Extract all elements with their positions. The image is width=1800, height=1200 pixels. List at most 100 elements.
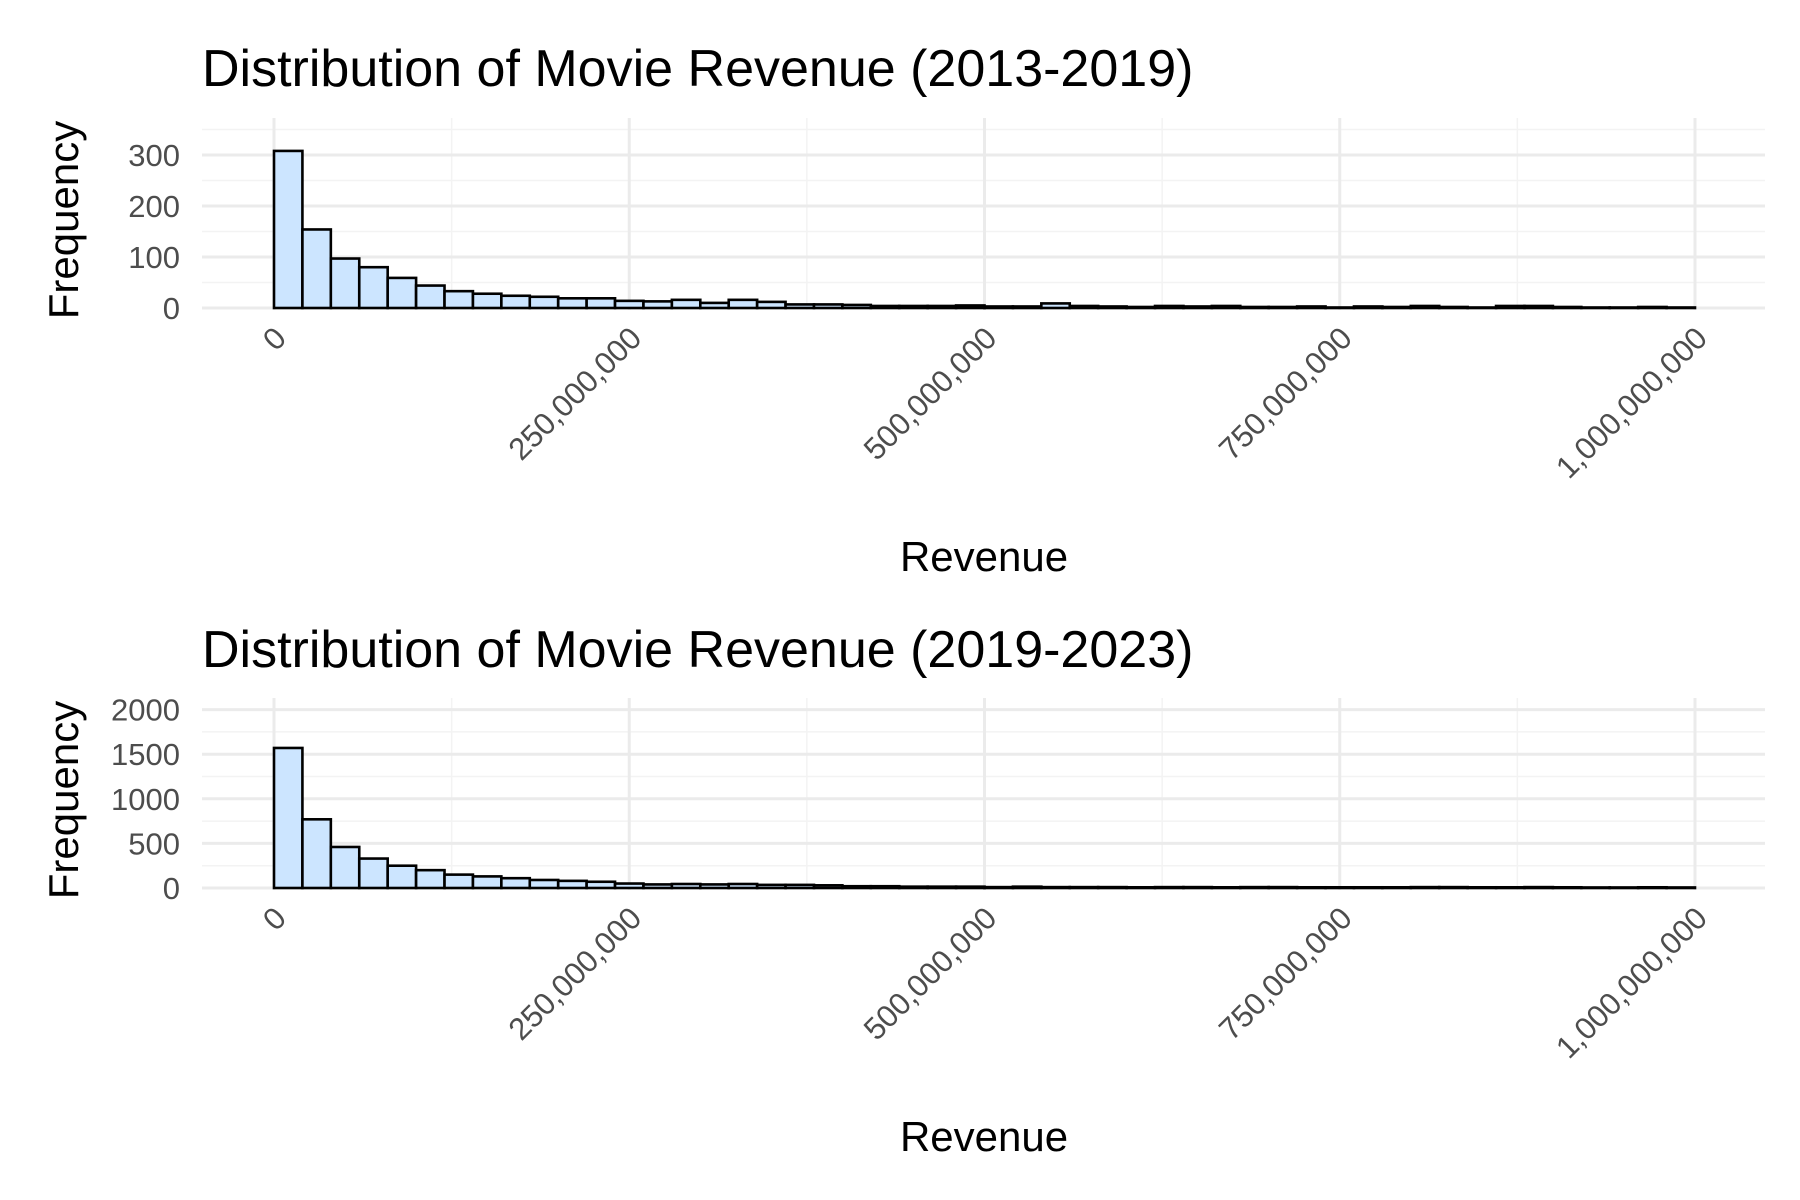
histogram-bar xyxy=(1352,305,1384,310)
panel-title-2019-2023: Distribution of Movie Revenue (2019-2023… xyxy=(202,621,1193,679)
x-tick-label: 500,000,000 xyxy=(857,320,1004,467)
histogram-bar xyxy=(897,304,929,310)
histogram-bar xyxy=(1295,885,1327,890)
histogram-bar xyxy=(1125,305,1157,310)
histogram-bar xyxy=(1182,305,1214,310)
histogram-bar xyxy=(471,875,503,890)
histogram-bar xyxy=(1125,885,1157,890)
histogram-bar xyxy=(698,883,731,890)
histogram-bar xyxy=(357,265,389,310)
histogram-bar xyxy=(1636,305,1668,310)
x-axis-title-2013-2019: Revenue xyxy=(900,533,1068,580)
bars-2013-2019 xyxy=(272,149,1697,310)
x-tick-label: 1,000,000,000 xyxy=(1549,320,1714,485)
histogram-bar xyxy=(755,300,787,310)
histogram-bar xyxy=(471,292,503,310)
histogram-bar xyxy=(1096,305,1128,310)
histogram-bar xyxy=(1295,305,1327,310)
histogram-bar xyxy=(1267,305,1299,310)
histogram-bar xyxy=(500,294,532,310)
histogram-bar xyxy=(1068,304,1100,310)
histogram-bar xyxy=(727,298,759,310)
bars-2019-2023 xyxy=(272,746,1697,890)
y-tick-label: 200 xyxy=(128,189,180,224)
x-tick-label: 750,000,000 xyxy=(1212,900,1359,1047)
histogram-bar xyxy=(1466,306,1498,310)
y-tick-label: 500 xyxy=(128,826,180,861)
x-tick-label: 250,000,000 xyxy=(502,320,649,467)
histogram-bar xyxy=(1381,885,1413,890)
histogram-bar xyxy=(1238,305,1271,310)
histogram-bar xyxy=(1437,305,1469,310)
y-tick-labels-2019-2023: 0 500 1000 1500 2000 xyxy=(111,693,180,906)
y-tick-label: 0 xyxy=(163,871,180,906)
x-tick-label: 750,000,000 xyxy=(1212,320,1359,467)
histogram-bar xyxy=(954,885,986,890)
histogram-bar xyxy=(1608,306,1640,310)
histogram-bar xyxy=(1665,886,1697,890)
histogram-bar xyxy=(1210,304,1242,310)
y-tick-label: 1000 xyxy=(111,782,180,817)
histogram-bar xyxy=(272,149,304,310)
histogram-bar xyxy=(1267,885,1299,890)
x-tick-labels-2013-2019: 0 250,000,000 500,000,000 750,000,000 1,000,… xyxy=(256,320,1714,485)
x-tick-labels-2019-2023: 0 250,000,000 500,000,000 750,000,000 1,000,… xyxy=(256,900,1714,1065)
histogram-bar xyxy=(272,746,304,890)
histogram-bar xyxy=(1409,885,1441,890)
histogram-bar xyxy=(926,304,958,310)
histogram-bar xyxy=(528,295,560,310)
histogram-bar xyxy=(841,884,873,890)
histogram-bar xyxy=(443,289,475,310)
histogram-bar xyxy=(556,297,588,310)
histogram-bar xyxy=(585,880,617,890)
histogram-bar xyxy=(528,878,560,890)
histogram-bar xyxy=(386,276,418,310)
histogram-bar xyxy=(727,882,759,890)
gridlines-2013-2019 xyxy=(202,118,1765,310)
histogram-bar xyxy=(1551,885,1583,890)
histogram-bar xyxy=(1182,885,1214,890)
histogram-bar xyxy=(1011,885,1043,890)
x-tick-label: 0 xyxy=(256,320,293,357)
histogram-bar xyxy=(1153,885,1185,890)
histogram-bar xyxy=(556,879,588,890)
histogram-bar xyxy=(1210,885,1242,890)
histogram-panel-2019-2023: Distribution of Movie Revenue (2019-2023… xyxy=(40,621,1765,1160)
histogram-bar xyxy=(1494,885,1526,890)
histogram-bar xyxy=(301,818,333,890)
histogram-bar xyxy=(1381,305,1413,310)
histogram-bar xyxy=(1665,306,1697,310)
histogram-bar xyxy=(755,883,787,890)
histogram-bar xyxy=(1096,885,1128,890)
histogram-bar xyxy=(1636,885,1668,890)
gridlines-2019-2023 xyxy=(202,698,1765,890)
histogram-bar xyxy=(443,873,475,890)
x-tick-label: 0 xyxy=(256,900,293,937)
histogram-bar xyxy=(500,876,532,890)
histogram-bar xyxy=(784,303,816,310)
histogram-bar xyxy=(613,299,645,310)
histogram-bar xyxy=(386,864,418,890)
y-tick-label: 1500 xyxy=(111,737,180,772)
histogram-bar xyxy=(1523,304,1555,310)
histogram-bar xyxy=(812,884,844,890)
histogram-bar xyxy=(1324,885,1356,890)
histogram-bar xyxy=(926,885,958,890)
x-tick-label: 500,000,000 xyxy=(857,900,1004,1047)
histogram-bar xyxy=(1153,304,1185,310)
histogram-bar xyxy=(1437,885,1469,890)
x-tick-label: 250,000,000 xyxy=(502,900,649,1047)
histogram-bar xyxy=(1040,885,1072,890)
histogram-bar xyxy=(1324,306,1356,310)
histogram-bar xyxy=(670,882,702,890)
x-tick-label: 1,000,000,000 xyxy=(1549,900,1714,1065)
histogram-bar xyxy=(1352,885,1384,890)
histogram-bar xyxy=(301,228,333,310)
histogram-bar xyxy=(414,284,446,310)
histogram-bar xyxy=(1040,302,1072,310)
y-axis-title-2013-2019: Frequency xyxy=(40,121,87,319)
histogram-bar xyxy=(585,297,617,310)
histogram-bar xyxy=(841,303,873,310)
histogram-bar xyxy=(983,885,1015,890)
